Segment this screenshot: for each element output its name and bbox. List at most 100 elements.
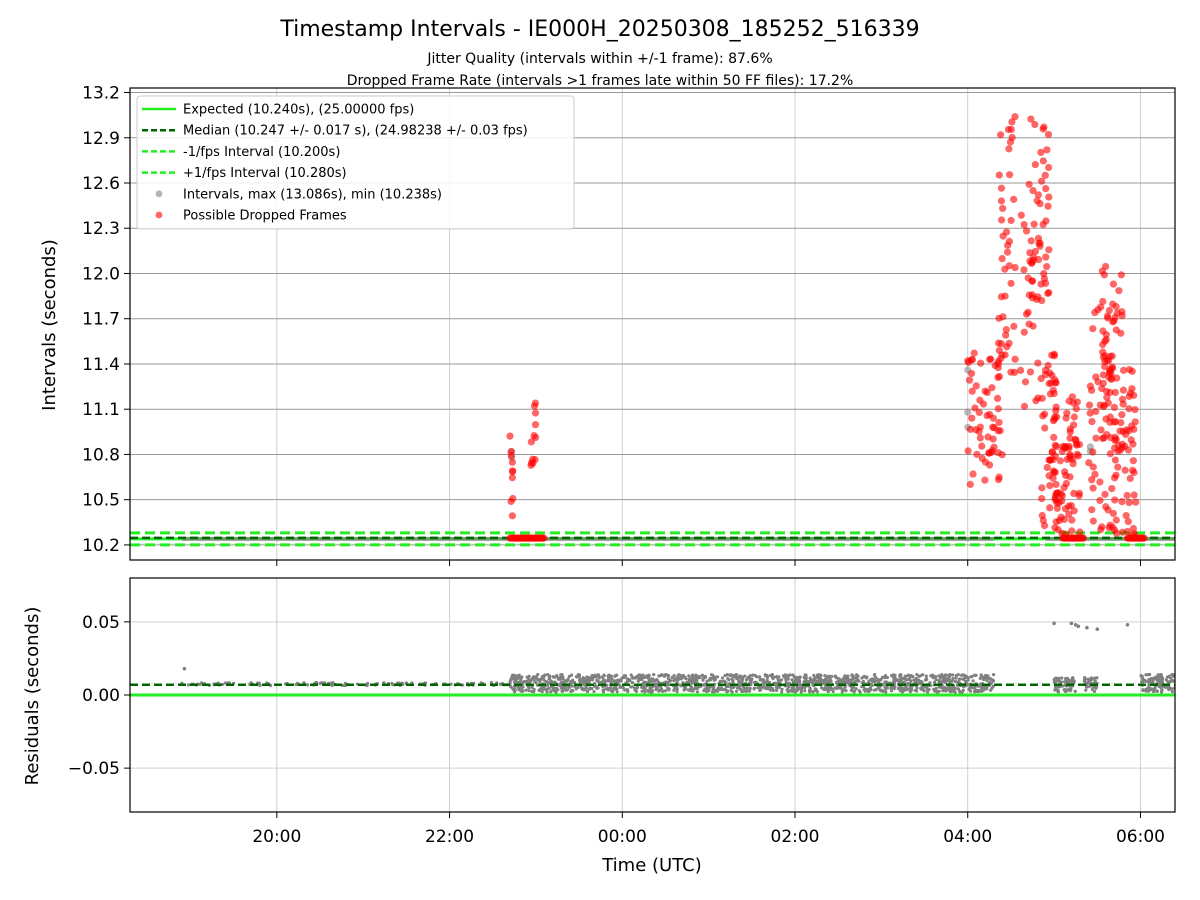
residual-point [755, 675, 759, 679]
dropped-frame-point [1124, 446, 1132, 454]
residual-point [1159, 690, 1164, 694]
residual-point [536, 672, 540, 677]
residual-point [545, 673, 550, 677]
dropped-frame-point [989, 435, 997, 443]
y-tick-label: 12.0 [82, 264, 120, 284]
residual-point [1092, 685, 1096, 689]
dropped-frame-point [1079, 534, 1088, 542]
residual-point [743, 687, 747, 691]
residual-point [605, 683, 609, 687]
residual-point [594, 675, 598, 679]
residual-point [524, 688, 528, 692]
dropped-frame-point [1016, 366, 1025, 375]
residual-point [638, 673, 642, 677]
y-tick-label: 12.3 [82, 219, 120, 239]
dropped-frame-point [1097, 426, 1105, 434]
residual-point [667, 678, 672, 682]
residual-point [891, 675, 895, 679]
residual-point [186, 683, 191, 687]
residual-point [606, 676, 611, 680]
residual-point [1152, 687, 1156, 691]
residual-point [1084, 685, 1089, 689]
residual-point [850, 677, 854, 682]
dropped-frame-point [1106, 450, 1114, 458]
residual-point [951, 676, 955, 681]
residual-point [798, 680, 802, 684]
dropped-frame-point [1020, 266, 1028, 274]
dropped-frame-point [1003, 248, 1012, 256]
residual-point [866, 689, 870, 694]
dropped-frame-point [1017, 211, 1025, 219]
dropped-frame-point [1092, 407, 1100, 416]
residual-point [765, 675, 770, 679]
residual-point [937, 679, 941, 683]
residual-point [709, 673, 714, 677]
dropped-frame-point [1029, 186, 1037, 195]
residual-point [884, 690, 888, 694]
dropped-frame-point [1118, 308, 1126, 316]
residual-point [880, 675, 885, 679]
residual-point [734, 689, 739, 693]
dropped-frame-point [1111, 496, 1119, 504]
residual-point [1166, 680, 1170, 684]
dropped-frame-point [1045, 289, 1053, 297]
residual-point [579, 685, 583, 690]
dropped-frame-point [1002, 326, 1010, 334]
dropped-frame-point [976, 396, 984, 404]
residual-point [797, 686, 801, 690]
residual-point [943, 680, 947, 684]
residual-point [954, 673, 958, 678]
residual-point [901, 688, 905, 692]
residual-point [833, 686, 837, 690]
dropped-frame-point [1042, 184, 1050, 193]
dropped-frame-point [1027, 237, 1035, 245]
residual-point [1053, 677, 1058, 682]
residual-point [762, 682, 766, 686]
y-tick-label: 12.9 [82, 129, 120, 149]
residual-point [847, 681, 851, 685]
residual-point [943, 686, 948, 691]
dropped-frame-point [1096, 478, 1104, 486]
residual-point [855, 679, 859, 683]
dropped-frame-point [1072, 405, 1080, 413]
residual-point [705, 689, 709, 694]
residual-point [830, 687, 834, 691]
residual-point [654, 684, 658, 688]
residual-point [844, 689, 848, 693]
dropped-frame-point [1037, 177, 1046, 185]
residual-point [758, 686, 763, 690]
dropped-frame-point [1066, 473, 1074, 481]
dropped-frame-point [989, 423, 997, 431]
dropped-frame-point [1021, 378, 1030, 386]
residual-point [934, 686, 938, 691]
residual-point [595, 678, 599, 682]
residual-point [574, 687, 578, 691]
residual-point [980, 689, 984, 693]
dropped-frame-point [1062, 479, 1071, 488]
residual-point [915, 689, 919, 693]
residual-point [864, 676, 869, 680]
residual-point [1069, 621, 1074, 626]
residual-point [857, 689, 861, 693]
residual-point [526, 677, 531, 681]
dropped-frame-point [988, 384, 996, 392]
dropped-frame-point [506, 432, 514, 440]
residual-point [535, 677, 540, 682]
dropped-frame-point [1050, 433, 1058, 442]
dropped-frame-point [1128, 367, 1136, 375]
residual-point [676, 676, 680, 680]
dropped-frame-point [1025, 180, 1033, 188]
dropped-frame-point [1010, 322, 1018, 330]
residual-point [702, 682, 707, 686]
residual-point [567, 674, 571, 679]
dropped-frame-point [1129, 457, 1137, 465]
residual-point [779, 678, 784, 682]
dropped-frame-point [1101, 352, 1109, 360]
residual-point [903, 676, 907, 680]
dropped-frame-point [1111, 456, 1119, 464]
dropped-frame-point [1130, 391, 1138, 399]
dropped-frame-point [1130, 491, 1138, 499]
residual-point [609, 680, 613, 685]
dropped-frame-point [1089, 517, 1097, 525]
dropped-frame-point [1003, 343, 1011, 351]
